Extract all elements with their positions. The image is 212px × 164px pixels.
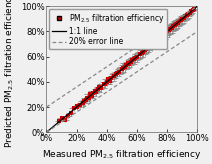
Point xyxy=(102,83,106,86)
Point xyxy=(185,14,188,16)
Point xyxy=(147,45,151,48)
Point xyxy=(90,94,93,97)
Point xyxy=(128,63,131,66)
Point xyxy=(125,64,128,67)
Point xyxy=(89,93,92,96)
Point xyxy=(187,12,190,15)
Point xyxy=(141,50,145,53)
Point xyxy=(190,10,193,13)
Point xyxy=(113,74,116,77)
Point xyxy=(172,25,175,28)
Point xyxy=(131,59,134,62)
Point xyxy=(173,24,176,27)
Point xyxy=(170,26,173,29)
Point xyxy=(188,11,191,14)
X-axis label: Measured PM$_{2.5}$ filtration efficiency: Measured PM$_{2.5}$ filtration efficienc… xyxy=(42,148,202,161)
Point xyxy=(162,33,166,35)
Point xyxy=(132,58,136,61)
Point xyxy=(177,20,181,23)
Point xyxy=(63,118,66,121)
Point xyxy=(149,43,152,45)
Point xyxy=(152,41,155,44)
Point xyxy=(140,52,143,54)
Point xyxy=(144,48,148,50)
Point xyxy=(181,18,184,20)
Point xyxy=(96,88,99,91)
Point xyxy=(169,28,172,30)
Point xyxy=(93,89,96,92)
Point xyxy=(143,49,146,52)
Point xyxy=(122,67,125,69)
Point xyxy=(72,107,75,110)
Point xyxy=(105,81,109,83)
Point xyxy=(60,117,63,120)
Point xyxy=(156,36,160,39)
Point xyxy=(87,97,90,100)
Point xyxy=(129,60,133,63)
Point xyxy=(126,62,130,64)
Point xyxy=(69,112,72,115)
Point xyxy=(164,31,167,34)
Point xyxy=(176,21,179,24)
Point xyxy=(167,29,170,31)
Point xyxy=(150,44,154,47)
Point xyxy=(117,71,121,73)
Point xyxy=(146,47,149,49)
Point xyxy=(166,30,169,33)
Point xyxy=(99,87,102,90)
Point xyxy=(81,102,84,105)
Point xyxy=(84,98,87,101)
Point xyxy=(179,19,183,21)
Point xyxy=(134,57,137,59)
Point xyxy=(104,83,107,86)
Point xyxy=(155,39,158,42)
Point xyxy=(75,104,78,107)
Point xyxy=(114,73,118,76)
Point xyxy=(98,86,101,88)
Point xyxy=(158,38,161,40)
Point xyxy=(123,65,127,68)
Point xyxy=(153,40,157,43)
Y-axis label: Predicted PM$_{2.5}$ filtration efficiency: Predicted PM$_{2.5}$ filtration efficien… xyxy=(3,0,16,148)
Point xyxy=(116,72,119,74)
Legend: PM$_{2.5}$ filtration efficiency, 1:1 line, 20% error line: PM$_{2.5}$ filtration efficiency, 1:1 li… xyxy=(49,9,167,50)
Point xyxy=(85,97,89,100)
Point xyxy=(95,91,98,93)
Point xyxy=(108,79,112,82)
Point xyxy=(193,8,196,10)
Point xyxy=(107,78,110,81)
Point xyxy=(174,23,178,25)
Point xyxy=(92,92,95,94)
Point xyxy=(135,55,139,58)
Point xyxy=(191,9,195,11)
Point xyxy=(184,15,187,18)
Point xyxy=(120,68,124,71)
Point xyxy=(75,106,78,108)
Point xyxy=(161,34,164,37)
Point xyxy=(82,99,86,102)
Point xyxy=(78,103,81,106)
Point xyxy=(159,35,163,38)
Point xyxy=(138,53,142,55)
Point xyxy=(182,16,186,19)
Point xyxy=(57,120,60,122)
Point xyxy=(66,115,69,117)
Point xyxy=(110,77,113,79)
